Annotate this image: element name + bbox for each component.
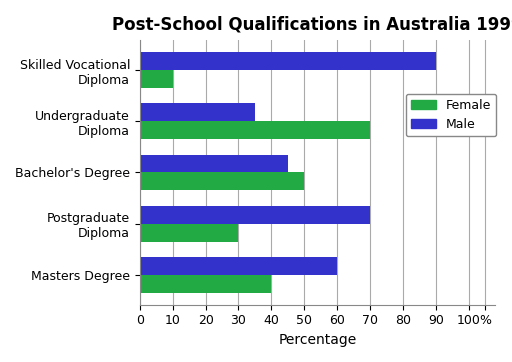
X-axis label: Percentage: Percentage [279,333,357,347]
Bar [140,155,288,172]
Legend: Female, Male: Female, Male [406,94,496,136]
Bar [140,52,436,70]
Bar [140,257,337,275]
Bar [140,172,304,190]
Title: Post-School Qualifications in Australia 1999: Post-School Qualifications in Australia … [112,15,512,33]
Bar [140,224,239,241]
Bar [140,206,370,224]
Bar [140,70,173,88]
Bar [140,275,271,293]
Bar [140,121,370,139]
Bar [140,103,255,121]
